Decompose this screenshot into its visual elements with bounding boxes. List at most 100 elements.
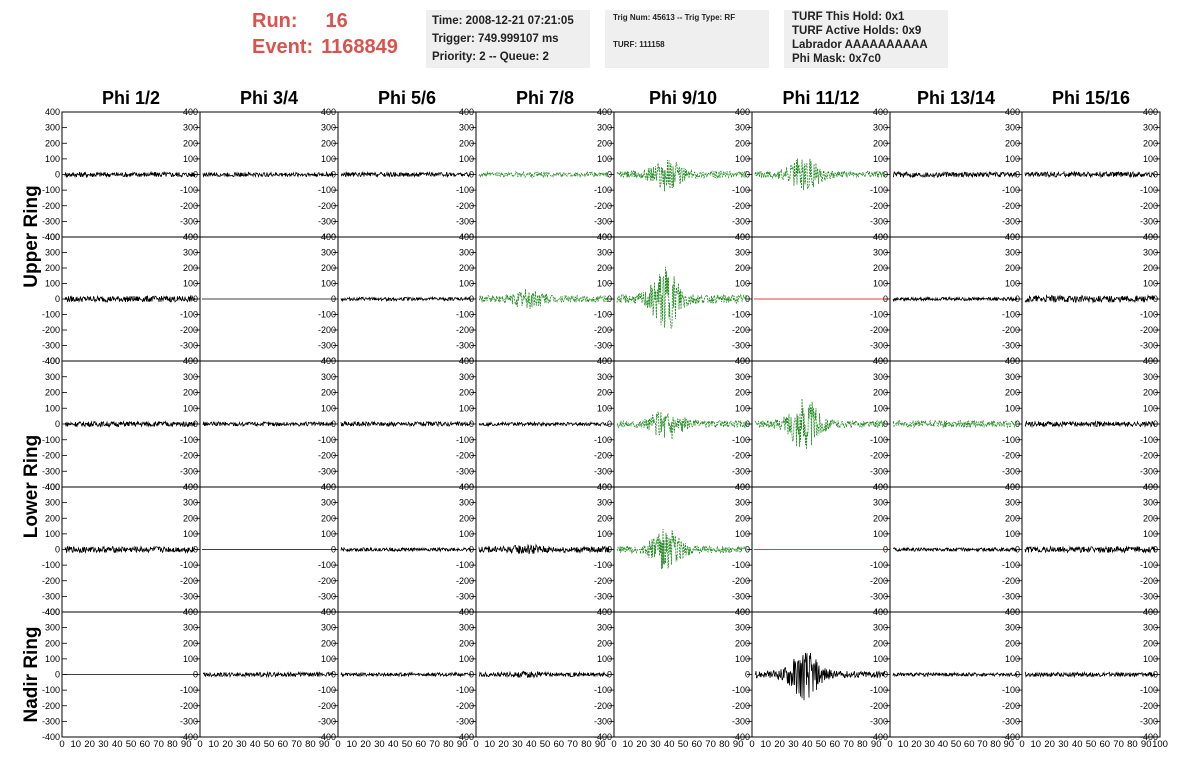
waveform-r2-c1 bbox=[64, 294, 196, 304]
ytick-label: 100 bbox=[183, 654, 198, 664]
ytick-label: 400 bbox=[597, 482, 612, 492]
ytick-label: 100 bbox=[321, 654, 336, 664]
xtick-label: 20 bbox=[774, 739, 785, 750]
waveform-r4-c4 bbox=[478, 543, 610, 555]
ytick-label: 100 bbox=[735, 154, 750, 164]
xtick-label: 40 bbox=[938, 739, 949, 750]
ytick-label: -400 bbox=[180, 732, 198, 742]
ytick-label: 0 bbox=[745, 670, 750, 680]
waveform-r5-c8 bbox=[1024, 671, 1156, 679]
ytick-label: 300 bbox=[735, 623, 750, 633]
ytick-label: -100 bbox=[870, 185, 888, 195]
ytick-label: -200 bbox=[318, 701, 336, 711]
ytick-label: 100 bbox=[1143, 279, 1158, 289]
ytick-label: -300 bbox=[732, 716, 750, 726]
ytick-label: 400 bbox=[183, 107, 198, 117]
xtick-label: 90 bbox=[1141, 739, 1152, 750]
event-row: Event: 1168849 bbox=[252, 34, 422, 60]
ytick-label: 200 bbox=[735, 388, 750, 398]
waveform-r3-c4 bbox=[478, 420, 610, 428]
ytick-label: 400 bbox=[597, 356, 612, 366]
ytick-label: 100 bbox=[873, 403, 888, 413]
ytick-label: 400 bbox=[597, 107, 612, 117]
ytick-label: 100 bbox=[597, 529, 612, 539]
ytick-label: 400 bbox=[873, 107, 888, 117]
ytick-label: -200 bbox=[594, 701, 612, 711]
left-ytick-label: 200 bbox=[45, 138, 60, 148]
xtick-label: 0 bbox=[335, 739, 340, 750]
event-label: Event: bbox=[252, 36, 314, 58]
xtick-label: 40 bbox=[388, 739, 399, 750]
ytick-label: 0 bbox=[331, 170, 336, 180]
left-ytick-label: -400 bbox=[42, 232, 60, 242]
ytick-label: -300 bbox=[1002, 591, 1020, 601]
xtick-label: 30 bbox=[924, 739, 935, 750]
ytick-label: 200 bbox=[459, 513, 474, 523]
xtick-label: 20 bbox=[911, 739, 922, 750]
left-ytick-label: -400 bbox=[42, 732, 60, 742]
ytick-label: -300 bbox=[180, 716, 198, 726]
ytick-label: -100 bbox=[1140, 310, 1158, 320]
ytick-label: -200 bbox=[456, 701, 474, 711]
ytick-label: -100 bbox=[318, 685, 336, 695]
ytick-label: 200 bbox=[459, 638, 474, 648]
ytick-label: -200 bbox=[732, 576, 750, 586]
waveform-r1-c8 bbox=[1024, 170, 1156, 179]
left-ytick-label: -300 bbox=[42, 466, 60, 476]
ytick-label: 200 bbox=[1143, 388, 1158, 398]
xtick-label: 50 bbox=[678, 739, 689, 750]
ytick-label: 200 bbox=[873, 388, 888, 398]
xtick-label: 90 bbox=[319, 739, 330, 750]
ytick-label: -100 bbox=[456, 310, 474, 320]
ytick-label: -200 bbox=[1002, 325, 1020, 335]
ytick-label: 200 bbox=[1005, 638, 1020, 648]
ytick-label: -100 bbox=[318, 185, 336, 195]
ytick-label: 400 bbox=[1143, 232, 1158, 242]
xtick-label: 20 bbox=[360, 739, 371, 750]
ytick-label: 300 bbox=[183, 623, 198, 633]
trig-num-text: Trig Num: 45613 -- Trig Type: RF bbox=[613, 13, 736, 22]
ytick-label: -200 bbox=[1002, 451, 1020, 461]
ytick-label: -200 bbox=[1002, 576, 1020, 586]
xtick-label: 20 bbox=[84, 739, 95, 750]
left-ytick-label: 400 bbox=[45, 607, 60, 617]
ytick-label: -200 bbox=[456, 451, 474, 461]
left-ytick-label: -200 bbox=[42, 576, 60, 586]
ytick-label: -200 bbox=[456, 576, 474, 586]
waveform-r1-c3 bbox=[340, 171, 472, 179]
xtick-label: 30 bbox=[650, 739, 661, 750]
ytick-label: 300 bbox=[735, 372, 750, 382]
left-ytick-label: -200 bbox=[42, 201, 60, 211]
ytick-label: -100 bbox=[456, 685, 474, 695]
ytick-label: -200 bbox=[1002, 701, 1020, 711]
ytick-label: 400 bbox=[597, 232, 612, 242]
ytick-label: 400 bbox=[321, 107, 336, 117]
turf-info-box: TURF This Hold: 0x1 TURF Active Holds: 0… bbox=[784, 10, 948, 68]
ytick-label: 0 bbox=[331, 419, 336, 429]
ytick-label: 0 bbox=[193, 170, 198, 180]
ytick-label: 100 bbox=[1143, 529, 1158, 539]
column-header-phi-1: Phi 1/2 bbox=[102, 88, 160, 108]
xtick-label: 10 bbox=[485, 739, 496, 750]
xtick-label: 30 bbox=[374, 739, 385, 750]
waveform-r1-c7 bbox=[892, 170, 1018, 179]
ytick-label: -100 bbox=[594, 185, 612, 195]
ytick-label: -300 bbox=[870, 716, 888, 726]
left-ytick-label: -200 bbox=[42, 701, 60, 711]
xtick-label: 60 bbox=[278, 739, 289, 750]
xtick-label: 40 bbox=[250, 739, 261, 750]
ytick-label: -200 bbox=[456, 201, 474, 211]
ytick-label: -100 bbox=[594, 685, 612, 695]
ytick-label: -400 bbox=[594, 732, 612, 742]
ytick-label: -100 bbox=[456, 185, 474, 195]
ytick-label: -100 bbox=[1002, 685, 1020, 695]
ytick-label: 200 bbox=[597, 638, 612, 648]
ytick-label: 100 bbox=[321, 403, 336, 413]
waveform-r5-c7 bbox=[892, 671, 1018, 678]
left-ytick-label: 200 bbox=[45, 638, 60, 648]
left-ytick-label: 400 bbox=[45, 356, 60, 366]
ytick-label: 300 bbox=[183, 248, 198, 258]
xtick-label: 70 bbox=[153, 739, 164, 750]
ytick-label: -100 bbox=[180, 685, 198, 695]
ytick-label: 100 bbox=[321, 529, 336, 539]
